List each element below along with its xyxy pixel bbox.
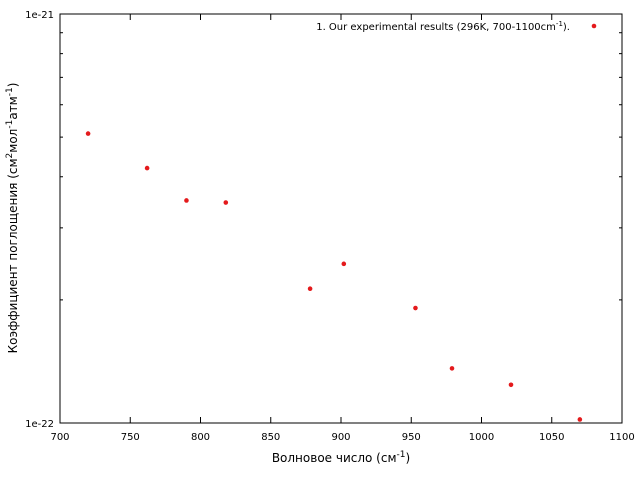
x-tick-label: 1000: [469, 432, 494, 443]
x-tick-label: 1050: [539, 432, 564, 443]
plot-frame: [59, 13, 623, 424]
data-point: [223, 200, 229, 205]
y-tick-label: 1e-21: [25, 10, 54, 21]
data-point: [413, 305, 418, 311]
data-point: [341, 261, 347, 267]
x-tick-label: 850: [261, 432, 280, 443]
x-tick-label: 950: [402, 432, 421, 443]
data-point: [449, 366, 455, 371]
x-tick-label: 700: [50, 432, 69, 443]
data-point: [144, 165, 150, 171]
x-tick-label: 750: [121, 432, 140, 443]
legend: 1. Our experimental results (296K, 700-1…: [316, 20, 597, 33]
x-tick-label: 800: [191, 432, 210, 443]
points-layer: [85, 131, 583, 422]
data-point: [184, 198, 189, 203]
data-point: [85, 131, 91, 136]
data-point: [508, 382, 514, 388]
y-tick-label: 1e-22: [25, 419, 54, 430]
x-tick-label: 1100: [609, 432, 634, 443]
data-point: [307, 286, 313, 291]
legend-marker: [591, 23, 597, 29]
x-tick-label: 900: [331, 432, 350, 443]
data-point: [577, 417, 583, 422]
y-axis-title: Коэффициент поглощения (см2мол-1атм-1): [5, 83, 20, 354]
legend-label: 1. Our experimental results (296K, 700-1…: [316, 20, 570, 33]
x-axis-title: Волновое число (см-1): [272, 450, 410, 465]
